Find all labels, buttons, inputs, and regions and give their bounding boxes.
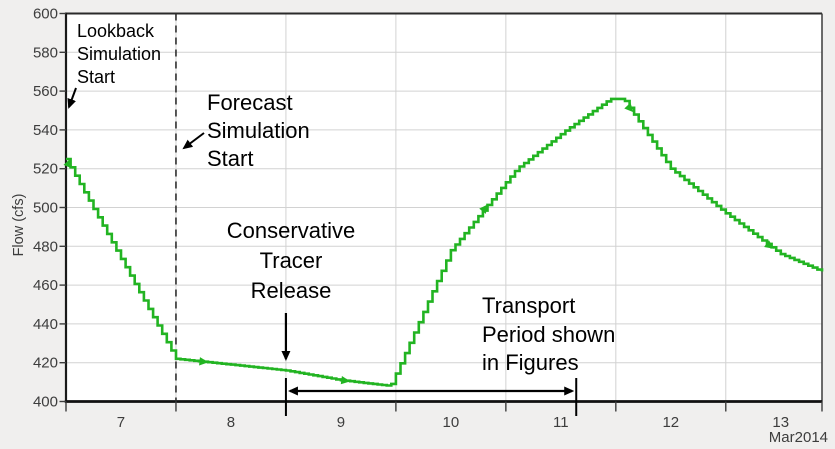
y-tick-label: 500 — [33, 200, 58, 217]
x-tick-label: 13 — [772, 414, 789, 431]
series-marker — [199, 357, 209, 366]
flow-series-line — [66, 97, 824, 387]
tracer-label-line2: Tracer — [259, 248, 323, 273]
x-tick-label: 8 — [227, 414, 235, 431]
y-tick-label: 520 — [33, 161, 58, 178]
y-tick-label: 600 — [33, 6, 58, 23]
y-tick-label: 400 — [33, 394, 58, 411]
x-tick-label: 10 — [443, 414, 460, 431]
series-marker — [340, 375, 351, 385]
transport-label-line1: Transport — [482, 293, 576, 318]
forecast-simulation-start-label: Forecast Simulation Start — [207, 89, 310, 173]
y-tick-label: 540 — [33, 122, 58, 139]
series-marker — [764, 240, 774, 249]
y-tick-label: 580 — [33, 44, 58, 61]
forecast-label-line1: Forecast — [207, 90, 293, 115]
x-tick-label: 7 — [117, 414, 125, 431]
lookback-label-line1: Lookback — [77, 21, 155, 41]
lookback-label-line3: Start — [77, 67, 116, 87]
lookback-simulation-start-label: Lookback Simulation Start — [77, 20, 161, 89]
x-axis-date-label: Mar2014 — [768, 429, 828, 446]
series-marker — [63, 159, 73, 169]
x-tick-label: 11 — [553, 414, 569, 431]
y-tick-label: 480 — [33, 238, 58, 255]
lookback-arrow — [67, 87, 77, 109]
forecast-label-line2: Simulation — [207, 118, 310, 143]
transport-label-line2: Period shown — [482, 321, 616, 347]
x-tick-label: 9 — [337, 414, 345, 431]
y-tick-label: 440 — [33, 316, 58, 333]
y-tick-label: 560 — [33, 83, 58, 100]
series-marker — [479, 204, 489, 214]
transport-period-label: Transport Period shown in Figures — [482, 292, 615, 378]
lookback-label-line2: Simulation — [77, 44, 162, 64]
y-tick-label: 420 — [33, 355, 58, 372]
y-axis-title: Flow (cfs) — [11, 193, 27, 257]
transport-label-line3: in Figures — [482, 350, 579, 375]
tracer-label-line3: Release — [250, 278, 332, 303]
forecast-label-line3: Start — [207, 146, 254, 171]
tracer-label-line1: Conservative — [226, 218, 356, 243]
conservative-tracer-release-label: Conservative Tracer Release — [206, 216, 376, 306]
series-marker — [624, 102, 634, 113]
forecast-arrow — [182, 132, 205, 150]
y-tick-label: 460 — [33, 277, 58, 294]
x-tick-label: 12 — [662, 414, 679, 431]
